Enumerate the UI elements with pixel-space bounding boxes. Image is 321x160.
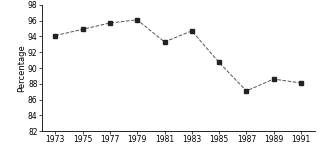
Y-axis label: Percentage: Percentage <box>17 44 26 92</box>
